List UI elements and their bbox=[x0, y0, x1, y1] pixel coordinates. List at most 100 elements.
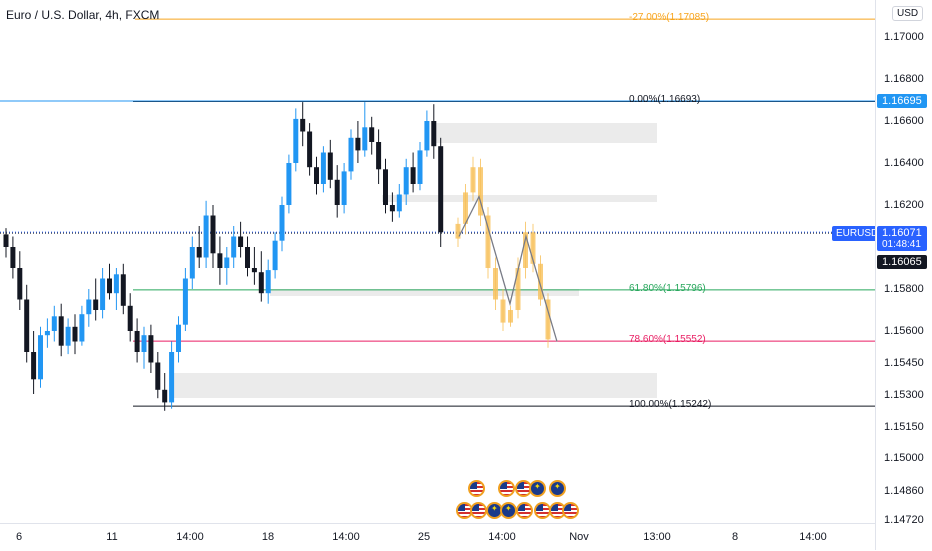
current-price-badge: 1.16065 bbox=[877, 255, 927, 269]
candle-body bbox=[396, 194, 402, 212]
us-flag-icon[interactable] bbox=[470, 502, 487, 519]
projection-body bbox=[485, 215, 491, 268]
candle-body bbox=[3, 234, 9, 247]
candle-body bbox=[341, 171, 347, 205]
candle-body bbox=[293, 118, 299, 163]
fib-label-786: 78.60%(1.15552) bbox=[629, 334, 706, 346]
price-tick: 1.16200 bbox=[884, 199, 924, 211]
us-flag-icon[interactable] bbox=[562, 502, 579, 519]
time-tick: 8 bbox=[731, 531, 739, 543]
candle-body bbox=[362, 127, 368, 151]
time-tick: 14:00 bbox=[488, 531, 516, 543]
candle-body bbox=[327, 152, 333, 180]
candle-body bbox=[424, 121, 430, 151]
candle-body bbox=[182, 278, 188, 325]
candle-body bbox=[196, 247, 202, 258]
candle-body bbox=[58, 316, 64, 346]
candle-body bbox=[403, 167, 409, 195]
candle-body bbox=[120, 274, 126, 306]
candle-body bbox=[93, 299, 99, 310]
time-tick: 14:00 bbox=[799, 531, 827, 543]
eu-flag-icon[interactable] bbox=[529, 480, 546, 497]
economic-events bbox=[456, 478, 581, 523]
symbol-badge[interactable]: EURUSD bbox=[832, 226, 875, 241]
candle-body bbox=[348, 137, 354, 172]
candle-body bbox=[272, 240, 278, 271]
fib-label-100: 100.00%(1.15242) bbox=[629, 399, 712, 411]
price-tick: 1.14720 bbox=[884, 514, 924, 526]
candle-body bbox=[72, 326, 78, 342]
time-tick: 14:00 bbox=[332, 531, 360, 543]
candle-body bbox=[38, 335, 43, 380]
candle-body bbox=[10, 247, 16, 268]
fib-label-618: 61.80%(1.15796) bbox=[629, 282, 706, 294]
candle-body bbox=[238, 236, 244, 247]
candle-body bbox=[148, 335, 154, 363]
price-axis[interactable]: USD 1.17000 1.16800 1.16600 1.16400 1.16… bbox=[875, 0, 932, 550]
candle-body bbox=[355, 137, 361, 151]
price-tick: 1.15800 bbox=[884, 283, 924, 295]
candle-body bbox=[134, 331, 140, 352]
us-flag-icon[interactable] bbox=[498, 480, 515, 497]
price-tick: 1.15300 bbox=[884, 389, 924, 401]
time-tick: Nov bbox=[569, 531, 589, 543]
currency-button[interactable]: USD bbox=[892, 6, 924, 21]
candle-body bbox=[383, 169, 388, 205]
bar-countdown: 01:48:41 bbox=[882, 239, 921, 250]
time-axis[interactable]: 6 11 14:00 18 14:00 25 14:00 Nov 13:00 8… bbox=[0, 523, 875, 551]
us-flag-icon[interactable] bbox=[516, 502, 533, 519]
time-tick: 25 bbox=[417, 531, 431, 543]
candle-body bbox=[176, 324, 181, 352]
candle-body bbox=[113, 274, 119, 294]
price-tick: 1.15600 bbox=[884, 325, 924, 337]
eu-flag-icon[interactable] bbox=[549, 480, 566, 497]
supply-zone bbox=[382, 195, 657, 202]
price-tick: 1.17000 bbox=[884, 31, 924, 43]
candle-body bbox=[141, 335, 147, 352]
candle-body bbox=[203, 215, 209, 258]
demand-zone bbox=[270, 289, 579, 296]
time-tick: 13:00 bbox=[643, 531, 671, 543]
candle-body bbox=[410, 167, 416, 184]
candle-body bbox=[258, 272, 264, 294]
supply-zone bbox=[432, 123, 657, 143]
candle-body bbox=[389, 205, 395, 212]
candle-body bbox=[155, 362, 161, 390]
candle-body bbox=[286, 163, 292, 205]
candle-body bbox=[31, 352, 37, 380]
candle-body bbox=[100, 278, 106, 310]
candle-body bbox=[300, 118, 306, 132]
fib-zero-price-badge: 1.16695 bbox=[877, 94, 927, 108]
candle-body bbox=[65, 326, 71, 346]
price-tick: 1.15450 bbox=[884, 357, 924, 369]
candle-body bbox=[79, 314, 85, 342]
candle-body bbox=[169, 352, 175, 403]
chart-title: Euro / U.S. Dollar, 4h, FXCM bbox=[6, 8, 160, 22]
candle-body bbox=[44, 331, 50, 336]
candle-body bbox=[17, 268, 23, 300]
us-flag-icon[interactable] bbox=[534, 502, 551, 519]
candle-body bbox=[107, 278, 112, 294]
us-flag-icon[interactable] bbox=[468, 480, 485, 497]
price-tick: 1.15150 bbox=[884, 421, 924, 433]
chart-canvas[interactable]: Euro / U.S. Dollar, 4h, FXCM -27.00%(1.1… bbox=[0, 0, 875, 523]
candle-body bbox=[431, 121, 437, 147]
candle-body bbox=[162, 389, 168, 403]
candle-body bbox=[251, 268, 257, 273]
projection-body bbox=[493, 268, 498, 300]
projection-body bbox=[545, 299, 551, 340]
time-tick: 18 bbox=[261, 531, 275, 543]
price-tick: 1.15000 bbox=[884, 452, 924, 464]
fib-label-0: 0.00%(1.16693) bbox=[629, 94, 701, 106]
candle-body bbox=[224, 257, 230, 268]
chart-plot[interactable] bbox=[0, 0, 875, 523]
price-tick: 1.16600 bbox=[884, 115, 924, 127]
candle-body bbox=[334, 179, 340, 205]
candle-body bbox=[231, 236, 237, 258]
projection-body bbox=[530, 232, 536, 264]
projection-body bbox=[455, 223, 461, 239]
candle-body bbox=[307, 131, 313, 168]
time-tick: 11 bbox=[106, 531, 118, 543]
projection-body bbox=[508, 310, 513, 323]
eu-flag-icon[interactable] bbox=[500, 502, 517, 519]
